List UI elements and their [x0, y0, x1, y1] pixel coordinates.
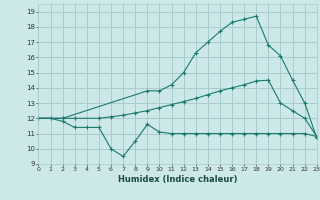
X-axis label: Humidex (Indice chaleur): Humidex (Indice chaleur)	[118, 175, 237, 184]
